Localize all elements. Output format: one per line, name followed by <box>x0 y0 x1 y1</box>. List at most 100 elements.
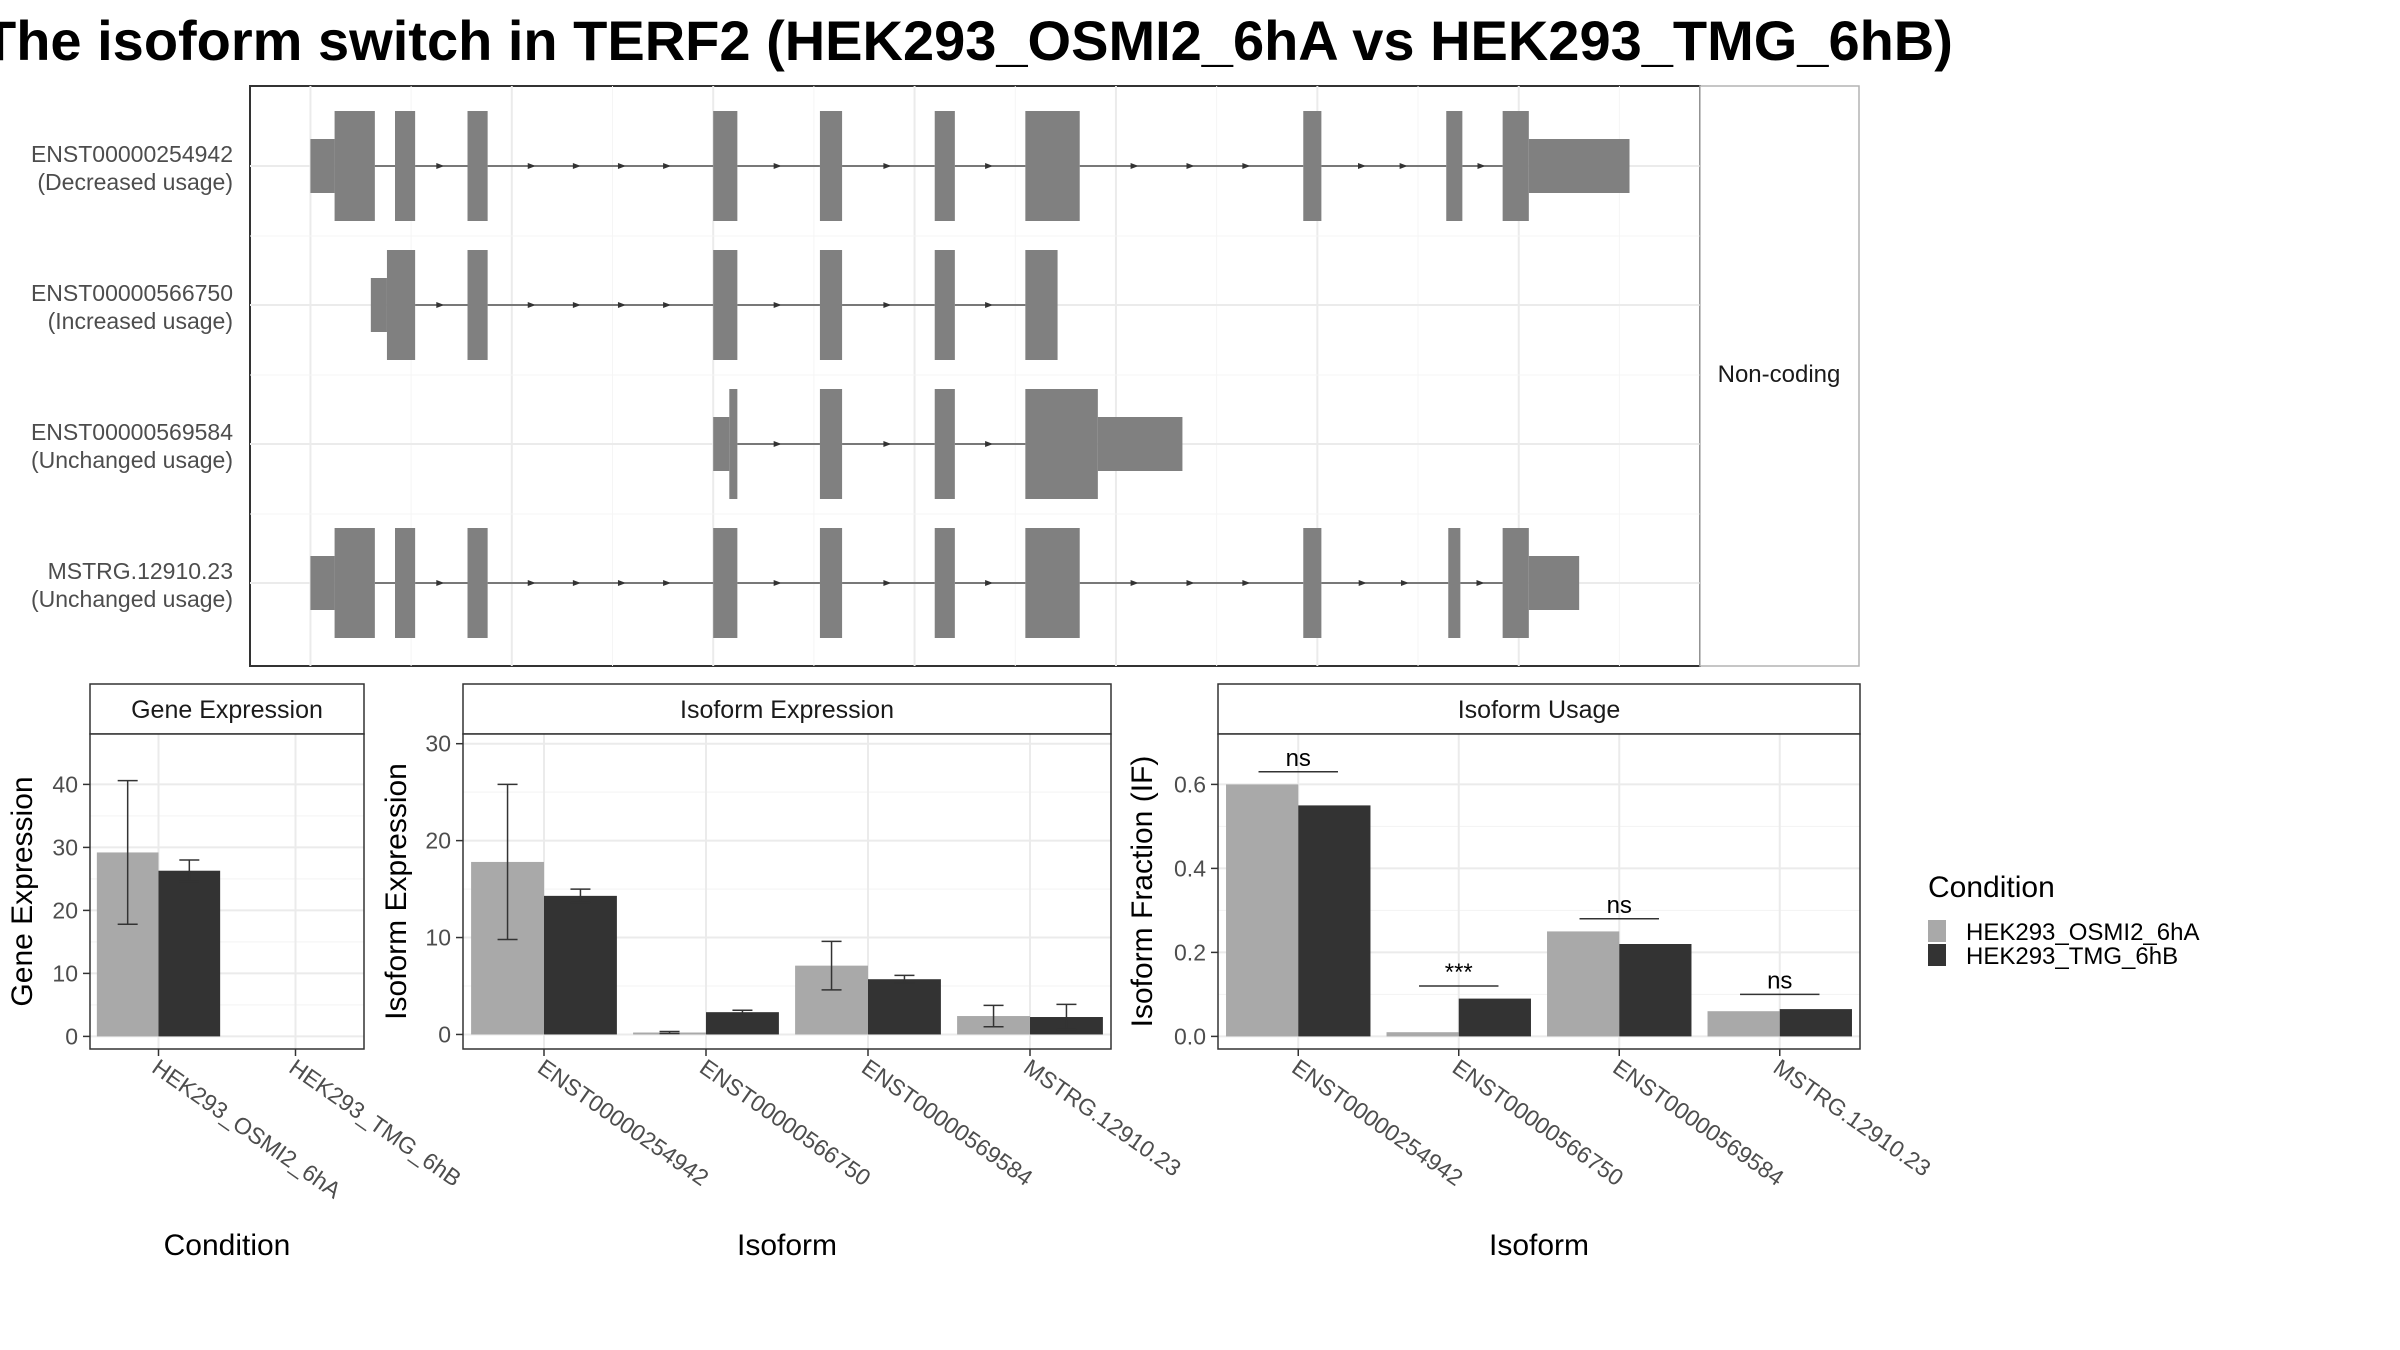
intron-arrow <box>1242 163 1251 169</box>
intron-arrow <box>436 302 445 308</box>
intron-arrow <box>1358 163 1367 169</box>
exon-coding <box>713 111 738 221</box>
exon-coding <box>934 389 955 499</box>
isoform-usage-strip <box>1217 683 1861 735</box>
isoform-expression-ytick-label: 30 <box>425 731 451 757</box>
gene-expression-ytick-label: 20 <box>52 897 78 923</box>
transcript-tracks <box>310 111 1630 638</box>
isoform-expression-ytick-label: 20 <box>425 828 451 854</box>
gene-expression-ytick-label: 10 <box>52 960 78 986</box>
intron-arrow <box>572 302 581 308</box>
exon-utr <box>370 278 387 332</box>
intron-arrow <box>617 580 626 586</box>
exon-coding <box>334 111 375 221</box>
isoform-expression-bar <box>706 1012 779 1035</box>
isoform-usage-bar <box>1226 784 1299 1037</box>
isoform-usage-bar <box>1779 1009 1852 1037</box>
exon-utr <box>310 139 335 193</box>
isoform-usage-bar <box>1707 1011 1780 1037</box>
legend: Condition HEK293_OSMI2_6hA HEK293_TMG_6h… <box>1928 871 2199 970</box>
isoform-expression-panel-border <box>462 733 1112 1050</box>
transcript-id-label: MSTRG.12910.23 <box>48 558 233 584</box>
intron-arrow <box>527 163 536 169</box>
gene-expression-strip <box>89 683 365 735</box>
isoform-usage-bar <box>1386 1032 1459 1037</box>
isoform-usage-strip-title: Isoform Usage <box>1458 696 1621 724</box>
intron-arrow <box>773 441 782 447</box>
isoform-usage-significance-label: ns <box>1767 967 1792 994</box>
exon-coding <box>395 111 416 221</box>
intron-arrow <box>773 163 782 169</box>
intron-arrow <box>663 163 672 169</box>
intron-arrow <box>985 441 994 447</box>
gene-expression-yaxis-title: Gene Expression <box>6 776 39 1006</box>
intron-arrow <box>883 441 892 447</box>
exon-coding <box>1025 528 1080 638</box>
exon-coding <box>395 528 416 638</box>
isoform-usage-bar <box>1547 931 1620 1037</box>
exon-coding <box>1303 528 1322 638</box>
gene-expression-ytick-label: 40 <box>52 771 78 797</box>
intron-arrow <box>572 580 581 586</box>
gene-expression-panel-border <box>89 733 365 1050</box>
exon-coding <box>1448 528 1461 638</box>
legend-swatch-osmi2 <box>1928 920 1946 942</box>
legend-label-tmg: HEK293_TMG_6hB <box>1966 943 2178 970</box>
exon-coding <box>1303 111 1322 221</box>
intron-arrow <box>773 302 782 308</box>
legend-label-osmi2: HEK293_OSMI2_6hA <box>1966 919 2199 946</box>
gene-expression-ytick-label: 30 <box>52 834 78 860</box>
exon-utr <box>1097 417 1183 471</box>
intron-arrow <box>985 302 994 308</box>
isoform-expression-strip <box>462 683 1112 735</box>
transcript-id-label: ENST00000566750 <box>31 280 233 306</box>
intron-arrow <box>572 163 581 169</box>
intron-arrow <box>1358 580 1367 586</box>
isoform-expression-yaxis-title: Isoform Expression <box>380 763 413 1020</box>
exon-coding <box>334 528 375 638</box>
intron-arrow <box>883 580 892 586</box>
structure-facet-strip <box>1699 85 1860 667</box>
transcript-usage-label: (Unchanged usage) <box>31 447 233 473</box>
isoform-usage-ytick-label: 0.4 <box>1174 855 1206 881</box>
legend-swatch-tmg <box>1928 944 1946 966</box>
intron-arrow <box>1400 580 1409 586</box>
isoform-expression-bar <box>544 895 617 1035</box>
transcript-labels: ENST00000254942(Decreased usage) ENST0000… <box>31 141 233 612</box>
intron-arrow <box>617 302 626 308</box>
exon-coding <box>713 250 738 360</box>
exon-coding <box>1502 528 1529 638</box>
exon-utr <box>1528 139 1630 193</box>
intron-arrow <box>883 302 892 308</box>
transcript-usage-label: (Increased usage) <box>48 308 233 334</box>
transcript-structure-panel: Non-coding ENST00000254942(Decreased usa… <box>31 85 1860 667</box>
isoform-usage-ytick-label: 0.6 <box>1174 771 1206 797</box>
intron-arrow <box>1186 580 1195 586</box>
intron-arrow <box>1130 580 1139 586</box>
intron-arrow <box>773 580 782 586</box>
intron-arrow <box>1130 163 1139 169</box>
exon-coding <box>819 250 843 360</box>
intron-arrow <box>527 580 536 586</box>
exon-coding <box>1025 389 1098 499</box>
isoform-usage-ytick-label: 0.2 <box>1174 939 1206 965</box>
intron-arrow <box>527 302 536 308</box>
non-coding-label: Non-coding <box>1718 361 1841 388</box>
intron-arrow <box>1399 163 1408 169</box>
transcript-usage-label: (Unchanged usage) <box>31 586 233 612</box>
isoform-expression-bar <box>868 979 941 1035</box>
gene-expression-ytick-label: 0 <box>65 1023 78 1049</box>
exon-coding <box>729 389 738 499</box>
transcript-id-label: ENST00000254942 <box>31 141 233 167</box>
intron-arrow <box>1477 163 1486 169</box>
gene-expression-bar <box>158 870 221 1037</box>
exon-coding <box>386 250 416 360</box>
intron-arrow <box>436 580 445 586</box>
exon-coding <box>1025 111 1080 221</box>
exon-coding <box>819 528 843 638</box>
intron-arrow <box>1186 163 1195 169</box>
transcript-id-label: ENST00000569584 <box>31 419 233 445</box>
isoform-usage-panel-border <box>1217 733 1861 1050</box>
intron-arrow <box>663 580 672 586</box>
